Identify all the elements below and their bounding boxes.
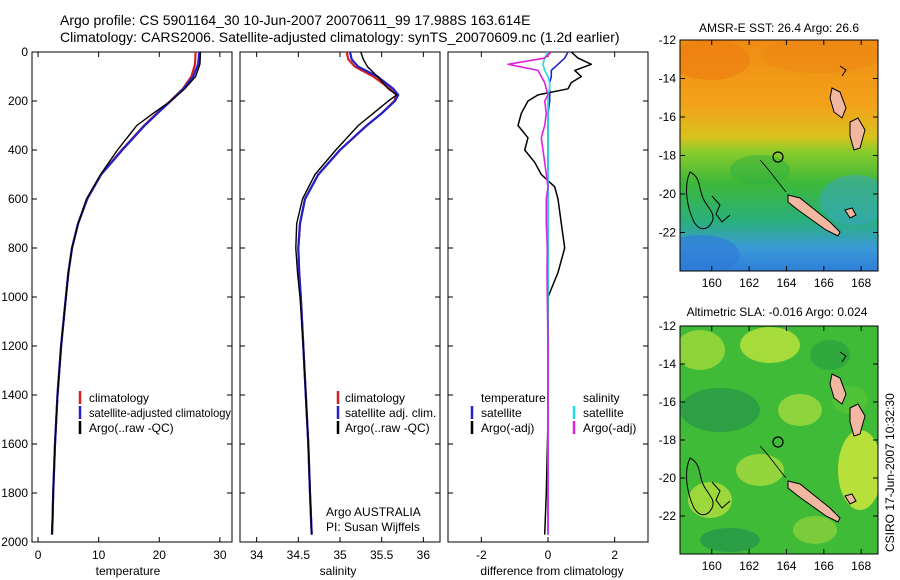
- sst-field: [680, 40, 878, 271]
- y-tick-label: 800: [8, 241, 28, 255]
- legend-label-climatology: climatology: [345, 391, 405, 405]
- map-y-tick-label: -18: [659, 433, 677, 447]
- map-y-tick-label: -12: [659, 33, 677, 47]
- x-tick-label: 0: [35, 548, 42, 562]
- difference-lines: [507, 51, 593, 535]
- x-tick-label: 2: [611, 548, 618, 562]
- series-line-salinity-argo-adj-: [507, 51, 552, 535]
- argo-location-marker: [772, 436, 784, 448]
- legend-label-satellite-adj: satellite adj. clim.: [345, 406, 436, 420]
- difference-xlabel: difference from climatology: [480, 564, 623, 578]
- map-y-tick-label: -16: [659, 110, 677, 124]
- argo-location-marker: [772, 151, 784, 163]
- salinity-lines: [295, 51, 400, 535]
- x-tick-label: 35.5: [370, 548, 394, 562]
- difference-legend: temperature salinity satellite Argo(-adj…: [470, 391, 636, 435]
- map-y-tick-label: -18: [659, 149, 677, 163]
- sst-map-ticks: 160 162 164 166 168 -12 -14 -16 -18 -20 -22: [659, 33, 878, 290]
- y-tick-label: 200: [8, 94, 28, 108]
- y-tick-label: 1200: [1, 339, 28, 353]
- map-x-tick-label: 162: [739, 559, 759, 573]
- temperature-axes: [31, 51, 233, 543]
- legend-label-climatology: climatology: [89, 391, 149, 405]
- salinity-panel: 34 34.5 35 35.5 36 salinity climatology sate…: [239, 51, 441, 578]
- y-tick-label: 0: [21, 45, 28, 59]
- map-x-tick-label: 168: [851, 276, 871, 290]
- side-timestamp-label: CSIRO 17-Jun-2007 10:32:30: [883, 393, 897, 552]
- map-x-tick-label: 166: [814, 559, 834, 573]
- y-tick-label: 400: [8, 143, 28, 157]
- y-tick-label: 1400: [1, 388, 28, 402]
- x-tick-label: 35: [333, 548, 347, 562]
- map-x-tick-label: 162: [739, 276, 759, 290]
- legend-header-temperature: temperature: [481, 391, 546, 405]
- x-tick-label: 36: [417, 548, 431, 562]
- map-x-tick-label: 168: [851, 559, 871, 573]
- map-y-tick-label: -22: [659, 509, 677, 523]
- y-tick-label: 1000: [1, 290, 28, 304]
- argo-annotation-line2: PI: Susan Wijffels: [326, 520, 420, 534]
- y-tick-label: 1600: [1, 437, 28, 451]
- series-line-argo-raw-qc-: [51, 51, 202, 535]
- temperature-ticks: 0 10 20 30 0 200 400 600 800 1000 1200 1400 1600 1800…: [1, 45, 232, 562]
- x-tick-label: 34: [250, 548, 264, 562]
- sst-map-title: AMSR-E SST: 26.4 Argo: 26.6: [699, 21, 859, 35]
- temperature-xlabel: temperature: [96, 564, 161, 578]
- series-line-climatology: [297, 51, 398, 535]
- legend-label-sal-satellite: satellite: [583, 406, 624, 420]
- map-y-tick-label: -16: [659, 395, 677, 409]
- temperature-panel: 0 10 20 30 0 200 400 600 800 1000 1200 1400 1600 1800…: [1, 45, 233, 578]
- y-tick-label: 600: [8, 192, 28, 206]
- x-tick-label: -2: [476, 548, 487, 562]
- x-tick-label: 20: [153, 548, 167, 562]
- x-tick-label: 30: [213, 548, 227, 562]
- salinity-legend: climatology satellite adj. clim. Argo(..…: [336, 391, 436, 435]
- map-y-tick-label: -20: [659, 187, 677, 201]
- sla-map: Altimetric SLA: -0.016 Argo: 0.024: [659, 305, 879, 573]
- map-x-tick-label: 160: [702, 559, 722, 573]
- map-x-tick-label: 160: [702, 276, 722, 290]
- map-y-tick-label: -20: [659, 471, 677, 485]
- map-y-tick-label: -14: [659, 72, 677, 86]
- legend-label-satellite-adjusted: satellite-adjusted climatology: [89, 406, 231, 420]
- sla-field: [680, 326, 878, 554]
- legend-header-salinity: salinity: [583, 391, 620, 405]
- map-y-tick-label: -14: [659, 357, 677, 371]
- argo-annotation-line1: Argo AUSTRALIA: [326, 505, 421, 519]
- legend-label-sal-argo: Argo(-adj): [583, 421, 636, 435]
- series-line-temperature-satellite: [547, 51, 569, 535]
- x-tick-label: 10: [92, 548, 106, 562]
- series-line-satellite-adjusted-climatology: [50, 51, 201, 535]
- series-line-climatology: [50, 51, 197, 535]
- figure-title-line1: Argo profile: CS 5901164_30 10-Jun-2007 …: [60, 12, 530, 28]
- figure-title-line2: Climatology: CARS2006. Satellite-adjuste…: [60, 29, 620, 45]
- salinity-ticks: 34 34.5 35 35.5 36: [240, 51, 440, 562]
- difference-panel: -2 0 2 difference from climatology tempera…: [447, 51, 649, 578]
- x-tick-label: 0: [545, 548, 552, 562]
- series-line-satellite-adj-clim-: [297, 51, 400, 535]
- series-line-temperature-argo-adj-: [517, 51, 593, 535]
- series-line-argo-raw-qc-: [295, 51, 398, 535]
- difference-ticks: -2 0 2: [448, 51, 648, 562]
- temperature-legend: climatology satellite-adjusted climatolo…: [78, 391, 231, 435]
- sla-map-ticks: 160 162 164 166 168 -12 -14 -16 -18 -20 -22: [659, 319, 878, 573]
- legend-label-argo: Argo(..raw -QC): [89, 421, 174, 435]
- salinity-xlabel: salinity: [320, 564, 357, 578]
- map-x-tick-label: 164: [776, 276, 796, 290]
- map-x-tick-label: 166: [814, 276, 834, 290]
- sla-map-title: Altimetric SLA: -0.016 Argo: 0.024: [687, 305, 868, 319]
- map-y-tick-label: -22: [659, 226, 677, 240]
- temperature-lines: [50, 51, 202, 535]
- sst-map: AMSR-E SST: 26.4 Argo: 26.6 160 162 164 166…: [659, 21, 879, 290]
- map-x-tick-label: 164: [776, 559, 796, 573]
- x-tick-label: 34.5: [287, 548, 311, 562]
- y-tick-label: 1800: [1, 486, 28, 500]
- legend-label-argo: Argo(..raw -QC): [345, 421, 430, 435]
- legend-label-temp-argo: Argo(-adj): [481, 421, 534, 435]
- legend-label-temp-satellite: satellite: [481, 406, 522, 420]
- map-y-tick-label: -12: [659, 319, 677, 333]
- y-tick-label: 2000: [1, 535, 28, 549]
- salinity-axes: [239, 51, 441, 543]
